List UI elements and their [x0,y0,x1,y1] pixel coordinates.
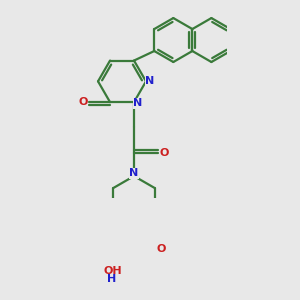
Text: N: N [129,168,139,178]
Text: OH: OH [103,266,122,276]
Text: O: O [159,148,169,158]
Text: O: O [78,97,87,107]
Text: O: O [157,244,166,254]
Text: N: N [146,76,154,86]
Text: H: H [107,274,116,284]
Text: N: N [134,98,142,108]
